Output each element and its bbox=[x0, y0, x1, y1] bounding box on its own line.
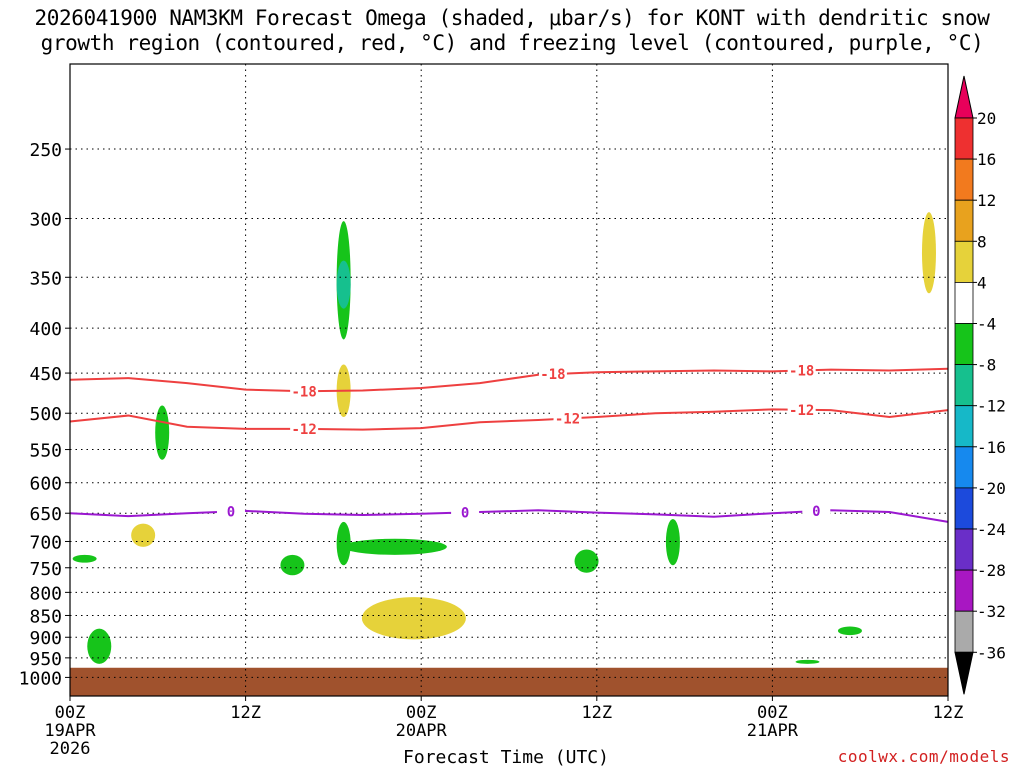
colorbar-bottom-arrow bbox=[954, 651, 974, 695]
colorbar-segment bbox=[954, 405, 974, 448]
colorbar-segment bbox=[954, 569, 974, 612]
colorbar-label: -20 bbox=[977, 479, 1006, 498]
omega-region-8 bbox=[665, 519, 680, 566]
colorbar-top-arrow bbox=[954, 75, 974, 119]
colorbar-segment bbox=[954, 446, 974, 489]
y-tick-label: 650 bbox=[29, 504, 62, 525]
x-tick-label: 12Z bbox=[230, 703, 261, 723]
colorbar-segment bbox=[954, 158, 974, 201]
contour-label: 0 bbox=[227, 504, 235, 520]
y-tick-label: 300 bbox=[29, 210, 62, 231]
x-tick-date: 21APR bbox=[747, 721, 799, 741]
title-line-2: growth region (contoured, red, °C) and f… bbox=[40, 31, 984, 55]
colorbar-segment bbox=[954, 240, 974, 283]
title-line-1: 2026041900 NAM3KM Forecast Omega (shaded… bbox=[34, 6, 990, 30]
y-tick-label: 500 bbox=[29, 404, 62, 425]
colorbar-label: -16 bbox=[977, 438, 1006, 457]
omega-region-2 bbox=[155, 405, 170, 460]
y-tick-label: 400 bbox=[29, 319, 62, 340]
y-tick-label: 1000 bbox=[19, 668, 62, 689]
x-tick-label: 12Z bbox=[581, 703, 612, 723]
x-tick-label: 12Z bbox=[933, 703, 964, 723]
x-tick-date: 19APR bbox=[44, 721, 96, 741]
contour-label-bg bbox=[216, 503, 245, 519]
contour-label-bg bbox=[290, 383, 319, 399]
colorbar-segment bbox=[954, 364, 974, 407]
y-tick-label: 450 bbox=[29, 364, 62, 385]
contour-line-0 bbox=[69, 509, 949, 523]
x-tick-year: 2026 bbox=[50, 739, 91, 759]
omega-region-11 bbox=[795, 659, 820, 664]
colorbar-segment bbox=[954, 117, 974, 160]
colorbar-segment bbox=[954, 281, 974, 324]
ground-shading bbox=[70, 667, 948, 696]
colorbar-label: -28 bbox=[977, 561, 1006, 580]
omega-region-15 bbox=[921, 212, 936, 294]
contour-label-bg bbox=[553, 410, 582, 426]
colorbar-label: -4 bbox=[977, 315, 996, 334]
x-tick-label: 00Z bbox=[55, 703, 86, 723]
colorbar-label: -24 bbox=[977, 520, 1006, 539]
colorbar-label: -8 bbox=[977, 356, 996, 375]
y-tick-label: 800 bbox=[29, 583, 62, 604]
omega-region-5 bbox=[336, 521, 351, 566]
colorbar-segment bbox=[954, 199, 974, 242]
omega-region-7 bbox=[574, 549, 599, 573]
omega-region-3 bbox=[72, 554, 97, 563]
plot-frame bbox=[69, 63, 949, 697]
contour-label: 0 bbox=[461, 505, 469, 521]
y-tick-label: 600 bbox=[29, 474, 62, 495]
contour-label-bg bbox=[538, 366, 567, 382]
colorbar-segment bbox=[954, 610, 974, 653]
omega-region-4 bbox=[280, 554, 305, 576]
y-tick-label: 750 bbox=[29, 559, 62, 580]
contour-label-bg bbox=[787, 362, 816, 378]
chart-title: 2026041900 NAM3KM Forecast Omega (shaded… bbox=[0, 6, 1024, 56]
colorbar-label: 20 bbox=[977, 109, 996, 128]
y-tick-label: 550 bbox=[29, 441, 62, 462]
y-tick-label: 700 bbox=[29, 532, 62, 553]
contour-label: -12 bbox=[555, 412, 580, 428]
colorbar-label: -36 bbox=[977, 643, 1006, 662]
colorbar-segment bbox=[954, 323, 974, 365]
y-tick-label: 900 bbox=[29, 628, 62, 649]
colorbar-label: 12 bbox=[977, 191, 996, 210]
contour-label: -12 bbox=[789, 403, 814, 419]
plot-area bbox=[70, 64, 948, 696]
y-tick-label: 250 bbox=[29, 140, 62, 161]
y-tick-label: 350 bbox=[29, 268, 62, 289]
x-tick-label: 00Z bbox=[757, 703, 788, 723]
colorbar-label: 16 bbox=[977, 150, 996, 169]
contour-label-bg bbox=[451, 504, 480, 520]
omega-region-9 bbox=[87, 628, 112, 664]
omega-region-1 bbox=[336, 260, 351, 309]
contour-label: -18 bbox=[540, 367, 565, 383]
credit-link[interactable]: coolwx.com/models bbox=[837, 747, 1010, 766]
x-tick-date: 20APR bbox=[396, 721, 448, 741]
x-axis-title: Forecast Time (UTC) bbox=[403, 747, 609, 768]
x-tick-label: 00Z bbox=[406, 703, 437, 723]
colorbar-label: -32 bbox=[977, 602, 1006, 621]
omega-region-13 bbox=[131, 523, 156, 547]
y-tick-label: 950 bbox=[29, 649, 62, 670]
y-tick-label: 850 bbox=[29, 606, 62, 627]
contour-label-bg bbox=[787, 401, 816, 417]
contour-label-bg bbox=[802, 503, 831, 519]
colorbar-label: 4 bbox=[977, 273, 987, 292]
colorbar-segment bbox=[954, 487, 974, 530]
contour-label: -18 bbox=[789, 364, 814, 380]
colorbar-segment bbox=[954, 528, 974, 571]
colorbar-label: 8 bbox=[977, 232, 987, 251]
contour-label: 0 bbox=[812, 504, 820, 520]
omega-region-14 bbox=[361, 597, 466, 640]
contour-label-bg bbox=[290, 420, 319, 436]
contour-label: -18 bbox=[291, 384, 316, 400]
contour-label: -12 bbox=[291, 422, 316, 438]
omega-region-10 bbox=[837, 626, 862, 636]
colorbar-label: -12 bbox=[977, 397, 1006, 416]
